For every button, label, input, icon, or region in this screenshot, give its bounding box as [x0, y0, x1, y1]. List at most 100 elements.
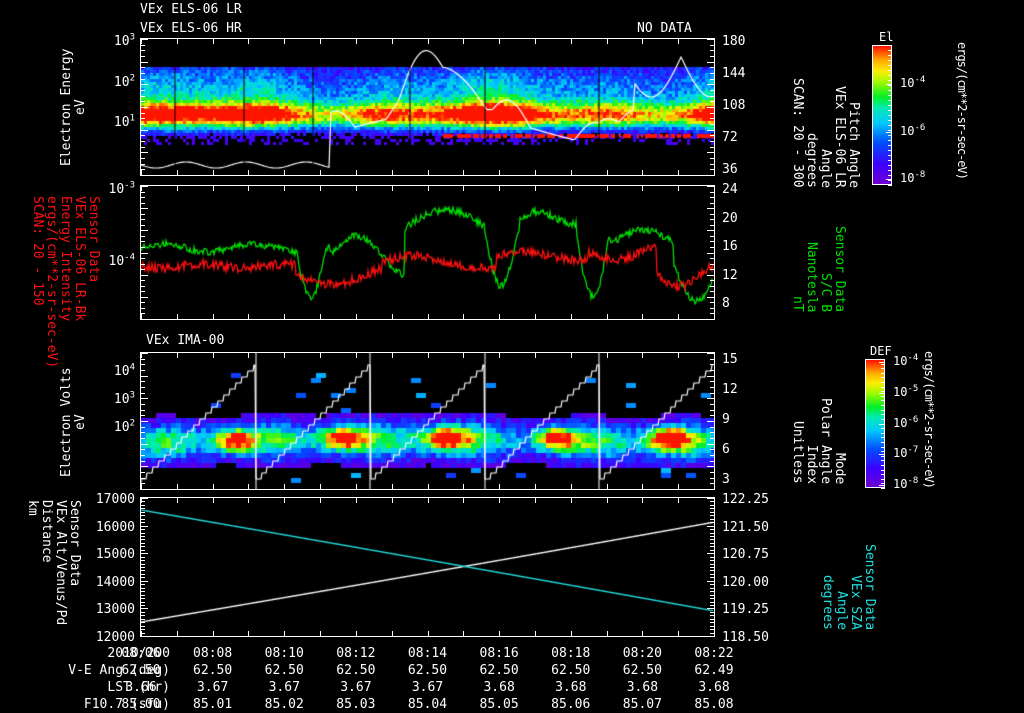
axis-minor-tick: [710, 501, 714, 502]
axis-minor-tick: [141, 633, 145, 634]
axis-minor-tick: [141, 147, 145, 148]
axis-minor-tick: [710, 118, 714, 119]
axis-minor-tick: [141, 230, 148, 231]
axis-tick-label: 144: [722, 66, 746, 81]
axis-minor-tick: [141, 73, 145, 74]
axis-minor-tick: [710, 577, 714, 578]
colorbar-tick-label: 10-8: [900, 170, 926, 186]
axis-minor-tick: [141, 302, 145, 303]
axis-minor-tick: [710, 192, 714, 193]
axis-x-tick: [571, 314, 572, 319]
axis-minor-tick: [710, 197, 714, 198]
axis-x-tick: [392, 484, 393, 489]
axis-tick-label: 13000: [95, 602, 135, 618]
axis-x-tick: [463, 498, 464, 503]
colorbar-tick-label: 10-7: [893, 445, 919, 461]
axis-x-tick: [607, 484, 608, 489]
axis-x-tick: [356, 631, 357, 636]
axis-x-tick: [607, 170, 608, 175]
colorbar-minor-tick: [881, 470, 885, 471]
axis-minor-tick: [141, 96, 145, 97]
x-table-cell: 85.03: [336, 697, 376, 712]
axis-minor-tick: [141, 553, 148, 554]
axis-tick-label: 119.25: [722, 602, 769, 618]
axis-x-tick: [535, 186, 536, 191]
x-table-cell: 3.67: [268, 680, 300, 695]
axis-minor-tick: [141, 508, 145, 509]
axis-minor-tick: [710, 370, 714, 371]
axis-x-tick: [463, 170, 464, 175]
axis-minor-tick: [710, 560, 714, 561]
axis-minor-tick: [710, 50, 714, 51]
x-table-cell: 85.01: [193, 697, 233, 712]
x-table-cell: 3.68: [483, 680, 515, 695]
axis-minor-tick: [141, 461, 145, 462]
axis-minor-tick: [710, 427, 714, 428]
colorbar-el-gradient: [873, 46, 891, 184]
colorbar-minor-tick: [888, 130, 892, 131]
axis-minor-tick: [141, 39, 148, 40]
axis-minor-tick: [141, 192, 145, 193]
axis-minor-tick: [710, 264, 714, 265]
axis-x-tick: [571, 39, 572, 44]
colorbar-minor-tick: [888, 50, 892, 51]
axis-x-tick: [356, 186, 357, 191]
axis-x-tick: [284, 170, 285, 175]
axis-tick-label: 12: [722, 267, 738, 283]
axis-minor-tick: [141, 629, 145, 630]
axis-minor-tick: [710, 381, 714, 382]
axis-x-tick: [571, 170, 572, 175]
axis-x-tick: [714, 186, 715, 191]
axis-x-tick: [571, 484, 572, 489]
colorbar-minor-tick: [888, 80, 892, 81]
x-table-cell: 85.05: [479, 697, 519, 712]
axis-minor-tick: [141, 584, 145, 585]
axis-x-tick: [642, 353, 643, 358]
axis-x-tick: [248, 353, 249, 358]
axis-x-tick: [535, 314, 536, 319]
axis-minor-tick: [141, 253, 148, 254]
axis-minor-tick: [141, 236, 145, 237]
colorbar-minor-tick: [881, 359, 885, 360]
axis-minor-tick: [710, 602, 714, 603]
panel4-right-axis-label: Sensor Data VEx SZA Angle degrees: [820, 543, 877, 630]
axis-minor-tick: [141, 353, 148, 354]
axis-minor-tick: [141, 84, 148, 85]
axis-minor-tick: [710, 546, 714, 547]
axis-x-tick: [499, 353, 500, 358]
axis-minor-tick: [141, 241, 145, 242]
axis-x-tick: [141, 353, 142, 358]
axis-minor-tick: [710, 543, 714, 544]
axis-x-tick: [320, 186, 321, 191]
axis-x-tick: [678, 631, 679, 636]
x-table-cell: 3.68: [555, 680, 587, 695]
axis-x-tick: [607, 314, 608, 319]
axis-minor-tick: [141, 605, 145, 606]
axis-x-tick: [213, 186, 214, 191]
axis-x-tick: [463, 314, 464, 319]
axis-x-tick: [642, 498, 643, 503]
axis-minor-tick: [710, 574, 714, 575]
axis-x-tick: [714, 39, 715, 44]
axis-minor-tick: [141, 219, 145, 220]
axis-x-tick: [571, 631, 572, 636]
axis-minor-tick: [141, 529, 145, 530]
axis-minor-tick: [707, 230, 714, 231]
axis-minor-tick: [141, 602, 145, 603]
colorbar-minor-tick: [881, 405, 885, 406]
axis-x-tick: [392, 498, 393, 503]
colorbar-minor-tick: [888, 135, 892, 136]
axis-minor-tick: [710, 147, 714, 148]
axis-x-tick: [356, 498, 357, 503]
colorbar-minor-tick: [881, 483, 885, 484]
colorbar-minor-tick: [888, 65, 892, 66]
axis-minor-tick: [141, 501, 145, 502]
colorbar-tick-label: 10-4: [900, 75, 926, 91]
axis-x-tick: [141, 498, 142, 503]
axis-minor-tick: [141, 581, 148, 582]
axis-x-tick: [714, 631, 715, 636]
colorbar-minor-tick: [881, 414, 885, 415]
axis-tick-label: 15: [722, 352, 738, 367]
axis-minor-tick: [141, 90, 145, 91]
axis-minor-tick: [141, 169, 145, 170]
